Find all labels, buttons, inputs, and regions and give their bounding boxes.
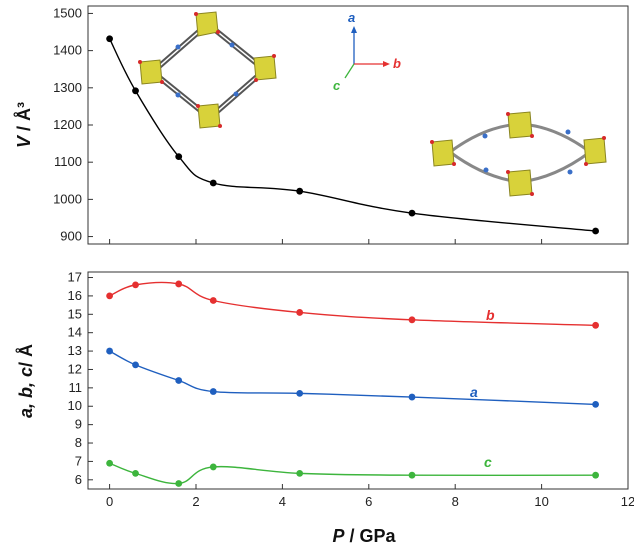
- series-a-point: [106, 347, 113, 355]
- series-a-point: [209, 388, 217, 395]
- lattice-y-axis: 6 7 8 9 10 11 12 13 14 15 16 17: [68, 270, 93, 487]
- lattice-y-tick-label: 8: [75, 435, 82, 450]
- structure-image-open: [138, 11, 277, 129]
- lattice-y-tick-label: 13: [68, 343, 82, 358]
- series-c-point: [209, 463, 217, 471]
- lattice-y-tick-label: 10: [68, 398, 82, 413]
- series-b-point: [209, 297, 217, 304]
- x-label-symbol: P: [332, 526, 345, 546]
- series-b-point: [592, 321, 599, 329]
- series-c-label: c: [484, 454, 492, 470]
- volume-series: [106, 35, 599, 235]
- axis-b-glyph: b: [393, 56, 401, 71]
- volume-panel: 900 1000 1100 1200 1300 1400 1500 V / Å³: [14, 5, 629, 245]
- volume-panel-frame: [87, 5, 629, 245]
- volume-y-axis-label: V / Å³: [14, 102, 34, 148]
- series-c-point: [175, 480, 183, 487]
- volume-y-label-unit: / Å³: [14, 102, 34, 136]
- series-a-point: [296, 389, 304, 397]
- series-c-line: [109, 462, 596, 485]
- volume-y-tick-label: 900: [60, 229, 82, 244]
- lattice-y-axis-label: a, b, c/ Å: [16, 344, 36, 418]
- pressure-x-tick-label: 0: [106, 494, 113, 509]
- series-a-point: [132, 361, 139, 369]
- lattice-series: b a c: [106, 280, 599, 487]
- volume-series-line: [108, 38, 596, 232]
- series-a-point: [175, 377, 183, 384]
- structure-image-flat: [430, 111, 607, 197]
- lattice-y-tick-label: 14: [68, 325, 82, 340]
- series-a-point: [592, 401, 599, 408]
- series-c-point: [132, 469, 139, 477]
- axis-a-glyph: a: [348, 10, 355, 25]
- volume-y-tick-label: 1000: [53, 191, 82, 206]
- series-b-point: [408, 316, 416, 324]
- lattice-panel-frame: [87, 271, 629, 490]
- lattice-y-tick-label: 17: [68, 270, 82, 285]
- series-b-label: b: [486, 307, 495, 323]
- pressure-x-axis: 0 2 4 6 8 10 12: [106, 484, 634, 509]
- x-label-unit: / GPa: [344, 526, 396, 546]
- volume-y-label-symbol: V: [14, 134, 34, 148]
- volume-data-point: [106, 35, 113, 43]
- lattice-y-tick-label: 16: [68, 288, 82, 303]
- lattice-y-tick-label: 15: [68, 306, 82, 321]
- volume-data-point: [209, 179, 217, 187]
- series-a-point: [408, 393, 416, 401]
- series-c-point: [592, 471, 599, 479]
- volume-y-tick-label: 1400: [53, 43, 82, 58]
- volume-y-tick-label: 1100: [54, 154, 82, 169]
- series-b-line: [109, 281, 596, 327]
- lattice-y-tick-label: 12: [68, 361, 82, 376]
- series-a-line: [109, 350, 596, 406]
- axis-c-glyph: c: [333, 78, 341, 93]
- pressure-x-tick-label: 6: [365, 494, 372, 509]
- volume-data-point: [408, 209, 416, 217]
- pressure-x-tick-label: 8: [452, 494, 459, 509]
- volume-data-point: [132, 87, 139, 95]
- series-c-point: [106, 459, 113, 467]
- series-c-point: [296, 469, 304, 477]
- pressure-x-tick-label: 2: [192, 494, 199, 509]
- volume-y-axis: 900 1000 1100 1200 1300 1400 1500: [53, 5, 543, 244]
- lattice-panel: 6 7 8 9 10 11 12 13 14 15 16 17 0 2 4 6 8 10 12 b a c a, b,…: [16, 270, 634, 546]
- volume-y-tick-label: 1300: [53, 80, 82, 95]
- lattice-y-label-symbols: a, b, c: [16, 367, 36, 418]
- lattice-y-label-unit: / Å: [16, 344, 36, 367]
- crystal-axes-inset: a b c: [333, 10, 401, 93]
- series-b-point: [175, 280, 183, 288]
- series-c-point: [408, 471, 416, 479]
- lattice-y-tick-label: 9: [75, 417, 82, 432]
- volume-data-point: [296, 187, 304, 195]
- series-a-label: a: [470, 384, 478, 400]
- series-b-point: [296, 309, 304, 316]
- pressure-x-tick-label: 10: [534, 494, 548, 509]
- volume-data-point: [175, 153, 183, 161]
- series-b-point: [106, 292, 113, 300]
- lattice-y-tick-label: 11: [69, 380, 83, 395]
- lattice-y-tick-label: 7: [75, 453, 82, 468]
- lattice-y-tick-label: 6: [75, 472, 82, 487]
- volume-y-tick-label: 1500: [53, 5, 82, 20]
- pressure-x-tick-label: 4: [279, 494, 286, 509]
- volume-y-tick-label: 1200: [53, 117, 82, 132]
- pressure-x-tick-label: 12: [621, 494, 634, 509]
- series-b-point: [132, 281, 139, 289]
- pressure-x-axis-label: P / GPa: [332, 526, 396, 546]
- volume-data-point: [592, 227, 599, 235]
